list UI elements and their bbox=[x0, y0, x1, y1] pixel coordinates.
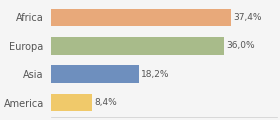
Bar bbox=[51, 65, 139, 83]
Bar bbox=[51, 9, 230, 26]
Bar bbox=[51, 37, 224, 55]
Text: 36,0%: 36,0% bbox=[227, 41, 255, 50]
Bar bbox=[51, 94, 92, 111]
Text: 18,2%: 18,2% bbox=[141, 70, 170, 79]
Text: 37,4%: 37,4% bbox=[234, 13, 262, 22]
Text: 8,4%: 8,4% bbox=[94, 98, 117, 107]
